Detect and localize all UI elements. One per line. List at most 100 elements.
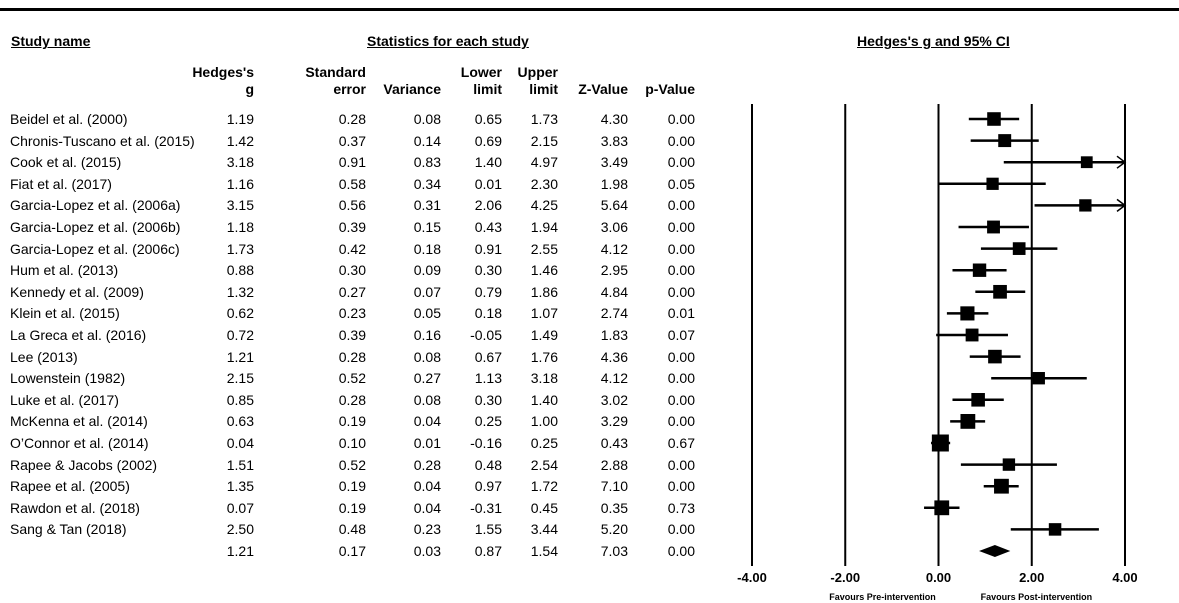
column-header-line2: g (245, 81, 254, 97)
cell-g: 1.21 (226, 543, 254, 559)
cell-var: 0.31 (413, 197, 441, 214)
cell-var: 0.15 (413, 219, 441, 235)
table-row: Garcia-Lopez et al. (2006a) 3.15 0.56 0.31 2… (0, 194, 720, 216)
study-name-cell: Lee (2013) (10, 348, 78, 365)
cell-hi: 1.73 (530, 111, 558, 127)
cell-se: 0.48 (338, 521, 366, 538)
study-name-cell: Rawdon et al. (2018) (10, 499, 140, 516)
table-row: Hum et al. (2013) 0.88 0.30 0.09 0.30 1.46 2.9… (0, 259, 720, 281)
cell-var: 0.14 (413, 132, 441, 149)
cell-z: 2.88 (600, 456, 628, 473)
cell-g: 1.73 (226, 240, 254, 257)
cell-g: 0.04 (226, 435, 254, 451)
column-header-var: Variance (383, 64, 441, 98)
study-name-cell: Garcia-Lopez et al. (2006b) (10, 219, 181, 235)
cell-se: 0.17 (338, 543, 366, 559)
study-name-cell: Rapee et al. (2005) (10, 478, 130, 495)
cell-var: 0.23 (413, 521, 441, 538)
ci-arrow (1116, 155, 1127, 169)
cell-z: 0.43 (600, 435, 628, 451)
study-name-cell: Sang & Tan (2018) (10, 521, 127, 538)
cell-var: 0.04 (413, 413, 441, 430)
cell-z: 3.06 (600, 219, 628, 235)
cell-hi: 2.15 (530, 132, 558, 149)
cell-var: 0.08 (413, 111, 441, 127)
table-row: Kennedy et al. (2009) 1.32 0.27 0.07 0.79 1.8… (0, 281, 720, 303)
cell-z: 3.83 (600, 132, 628, 149)
cell-g: 0.85 (226, 391, 254, 408)
cell-g: 3.18 (226, 154, 254, 171)
table-row: Rawdon et al. (2018) 0.07 0.19 0.04 -0.31 0.4… (0, 497, 720, 519)
cell-hi: 1.94 (530, 219, 558, 235)
column-header-lo: Lower limit (461, 64, 502, 98)
cell-z: 3.29 (600, 413, 628, 430)
cell-g: 0.63 (226, 413, 254, 430)
cell-se: 0.19 (338, 478, 366, 495)
top-rule (0, 8, 1179, 11)
table-row: La Greca et al. (2016) 0.72 0.39 0.16 -0.05 1… (0, 324, 720, 346)
effect-marker (965, 328, 979, 342)
study-name-cell: Cook et al. (2015) (10, 154, 122, 171)
study-name-cell: Rapee & Jacobs (2002) (10, 456, 158, 473)
cell-se: 0.39 (338, 219, 366, 235)
cell-hi: 0.45 (530, 499, 558, 516)
cell-hi: 1.07 (530, 305, 558, 322)
column-header-g: Hedges's g (192, 64, 254, 98)
cell-lo: 0.79 (474, 283, 502, 300)
cell-z: 4.12 (600, 240, 628, 257)
cell-g: 1.32 (226, 283, 254, 300)
column-header-line2: Variance (383, 81, 441, 97)
column-header-line1: Lower (460, 64, 502, 80)
study-name-cell: Beidel et al. (2000) (10, 111, 128, 127)
cell-hi: 2.54 (530, 456, 558, 473)
cell-lo: -0.31 (470, 499, 502, 516)
study-name-cell: Luke et al. (2017) (10, 391, 119, 408)
cell-lo: -0.05 (470, 327, 502, 343)
cell-p: 0.00 (667, 240, 695, 257)
cell-hi: 1.72 (530, 478, 558, 495)
study-name-cell: Lowenstein (1982) (10, 370, 126, 387)
cell-p: 0.00 (667, 219, 695, 235)
study-name-header: Study name (11, 33, 91, 49)
column-header-line1: Upper (517, 64, 558, 80)
table-row: Beidel et al. (2000) 1.19 0.28 0.08 0.65 1.73… (0, 108, 720, 130)
cell-lo: -0.16 (470, 435, 502, 451)
xlabel-right: Favours Post-intervention (981, 592, 1093, 602)
cell-se: 0.52 (338, 456, 366, 473)
cell-g: 1.42 (226, 132, 254, 149)
cell-lo: 0.97 (474, 478, 502, 495)
table-row: Fiat et al. (2017) 1.16 0.58 0.34 0.01 2.30 1.… (0, 173, 720, 195)
column-header-hi: Upper limit (518, 64, 558, 98)
cell-p: 0.67 (667, 435, 695, 451)
cell-lo: 0.67 (474, 348, 502, 365)
cell-hi: 3.18 (530, 370, 558, 387)
effect-marker (993, 284, 1007, 299)
cell-se: 0.42 (338, 240, 366, 257)
study-name-cell: Klein et al. (2015) (10, 305, 120, 322)
effect-marker (934, 500, 950, 516)
study-name-cell: La Greca et al. (2016) (10, 327, 147, 343)
cell-var: 0.08 (413, 348, 441, 365)
cell-p: 0.00 (667, 391, 695, 408)
cell-p: 0.00 (667, 413, 695, 430)
cell-hi: 1.46 (530, 262, 558, 279)
cell-g: 1.19 (226, 111, 254, 127)
column-header-p: p-Value (645, 64, 695, 98)
cell-g: 0.62 (226, 305, 254, 322)
cell-hi: 3.44 (530, 521, 558, 538)
plot-header: Hedges's g and 95% CI (857, 33, 1010, 49)
cell-g: 0.72 (226, 327, 254, 343)
cell-var: 0.03 (413, 543, 441, 559)
effect-marker (960, 306, 975, 321)
cell-se: 0.27 (338, 283, 366, 300)
cell-g: 0.07 (226, 499, 254, 516)
cell-p: 0.00 (667, 262, 695, 279)
cell-z: 2.74 (600, 305, 628, 322)
cell-var: 0.08 (413, 391, 441, 408)
cell-var: 0.34 (413, 175, 441, 192)
table-row: O’Connor et al. (2014) 0.04 0.10 0.01 -0.16 0… (0, 432, 720, 454)
column-header-line1 (383, 64, 441, 81)
effect-marker (1080, 156, 1093, 169)
cell-var: 0.16 (413, 327, 441, 343)
cell-se: 0.30 (338, 262, 366, 279)
